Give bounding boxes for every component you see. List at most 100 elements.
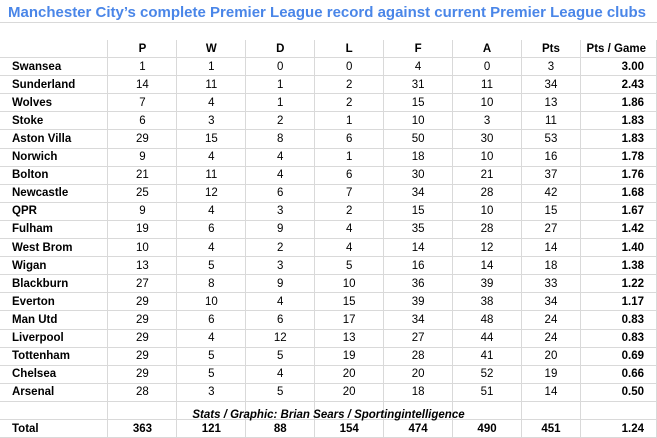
cell-d: 0: [245, 57, 316, 77]
header-row: P W D L F A Pts Pts / Game: [0, 40, 657, 59]
cell-p: 9: [107, 148, 178, 167]
cell-d: 2: [245, 111, 316, 131]
cell-l: 4: [314, 238, 385, 258]
cell-w: 15: [176, 129, 247, 149]
cell-f: 36: [383, 274, 454, 294]
cell-pts: 3: [521, 57, 581, 77]
cell-l: 20: [314, 383, 385, 402]
cell-l: 5: [314, 256, 385, 276]
cell-p: 21: [107, 166, 178, 185]
cell-club: Sunderland: [0, 75, 109, 95]
title-gridline: [0, 22, 657, 23]
cell-d: 9: [245, 220, 316, 240]
cell-pts: 19: [521, 365, 581, 384]
cell-w: 1: [176, 57, 247, 77]
table-row: Aston Villa 29 15 8 6 50 30 53 1.83: [0, 129, 657, 149]
empty-cell: [314, 401, 385, 420]
cell-a: 28: [452, 220, 522, 240]
header-cell-club: [0, 40, 109, 59]
cell-a: 21: [452, 166, 522, 185]
cell-f: 35: [383, 220, 454, 240]
cell-d: 3: [245, 202, 316, 221]
cell-ppg: 1.22: [580, 274, 657, 294]
cell-l: 0: [314, 57, 385, 77]
cell-l: 6: [314, 129, 385, 149]
cell-pts: 33: [521, 274, 581, 294]
empty-cell: [580, 401, 657, 420]
header-cell-pts: Pts: [521, 40, 581, 59]
table-row: Arsenal 28 3 5 20 18 51 14 0.50: [0, 383, 657, 402]
table-row: Sunderland 14 11 1 2 31 11 34 2.43: [0, 75, 657, 95]
cell-a: 10: [452, 93, 522, 113]
cell-w: 4: [176, 329, 247, 348]
cell-d: 6: [245, 184, 316, 203]
cell-l: 1: [314, 111, 385, 131]
cell-pts: 18: [521, 256, 581, 276]
cell-d: 5: [245, 347, 316, 366]
cell-f: 31: [383, 75, 454, 95]
table-row: Norwich 9 4 4 1 18 10 16 1.78: [0, 148, 657, 167]
cell-club: Wolves: [0, 93, 109, 113]
cell-w: 8: [176, 274, 247, 294]
cell-p: 29: [107, 292, 178, 312]
table-row: QPR 9 4 3 2 15 10 15 1.67: [0, 202, 657, 221]
cell-f: 14: [383, 238, 454, 258]
cell-d: 4: [245, 166, 316, 185]
cell-l: 10: [314, 274, 385, 294]
cell-w: 11: [176, 75, 247, 95]
cell-l: 6: [314, 166, 385, 185]
header-cell-w: W: [176, 40, 247, 59]
cell-pts: 14: [521, 238, 581, 258]
sheet-title: Manchester City’s complete Premier Leagu…: [8, 4, 647, 21]
empty-cell: [452, 401, 522, 420]
cell-f: 16: [383, 256, 454, 276]
cell-f: 15: [383, 93, 454, 113]
cell-f: 20: [383, 365, 454, 384]
cell-ppg: 0.66: [580, 365, 657, 384]
cell-l: 7: [314, 184, 385, 203]
table-row: Bolton 21 11 4 6 30 21 37 1.76: [0, 166, 657, 185]
cell-f: 34: [383, 310, 454, 330]
cell-w: 5: [176, 256, 247, 276]
cell-a: 39: [452, 274, 522, 294]
cell-pts: 53: [521, 129, 581, 149]
cell-ppg: 3.00: [580, 57, 657, 77]
table-row: Wolves 7 4 1 2 15 10 13 1.86: [0, 93, 657, 113]
cell-pts: 16: [521, 148, 581, 167]
cell-a: 52: [452, 365, 522, 384]
table-row: Everton 29 10 4 15 39 38 34 1.17: [0, 292, 657, 312]
cell-d: 4: [245, 148, 316, 167]
cell-pts: 34: [521, 292, 581, 312]
cell-ppg: 1.67: [580, 202, 657, 221]
cell-a: 0: [452, 57, 522, 77]
cell-l: 2: [314, 202, 385, 221]
cell-w: 6: [176, 310, 247, 330]
cell-f: 34: [383, 184, 454, 203]
credit-line: Stats / Graphic: Brian Sears / Sportingi…: [192, 409, 465, 421]
cell-p: 28: [107, 383, 178, 402]
table-row: Stoke 6 3 2 1 10 3 11 1.83: [0, 111, 657, 131]
table-body: P W D L F A Pts Pts / Game Swansea 1 1 0 0 4 0…: [0, 40, 657, 438]
cell-a: 51: [452, 383, 522, 402]
cell-d: 3: [245, 256, 316, 276]
cell-l: 4: [314, 220, 385, 240]
cell-w: 12: [176, 184, 247, 203]
cell-ppg: 0.83: [580, 310, 657, 330]
cell-ppg: 1.78: [580, 148, 657, 167]
cell-w: 10: [176, 292, 247, 312]
cell-d: 1: [245, 75, 316, 95]
cell-d: 6: [245, 310, 316, 330]
cell-p: 14: [107, 75, 178, 95]
cell-f: 27: [383, 329, 454, 348]
cell-pts: 20: [521, 347, 581, 366]
cell-l: 2: [314, 75, 385, 95]
cell-club: West Brom: [0, 238, 109, 258]
cell-a: 28: [452, 184, 522, 203]
cell-w: 3: [176, 111, 247, 131]
cell-w: 11: [176, 166, 247, 185]
cell-club: Swansea: [0, 57, 109, 77]
cell-club: Newcastle: [0, 184, 109, 203]
cell-club: Everton: [0, 292, 109, 312]
cell-f: 4: [383, 57, 454, 77]
header-cell-l: L: [314, 40, 385, 59]
